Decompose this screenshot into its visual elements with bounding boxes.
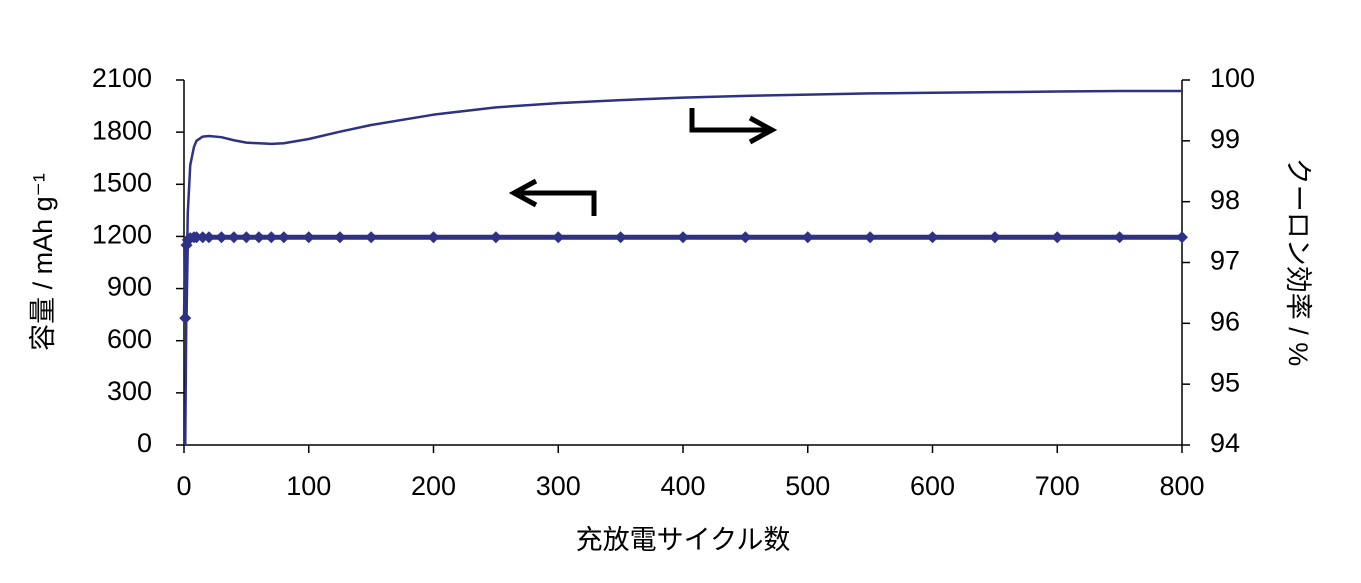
arrow-right	[689, 108, 778, 145]
y-tick-label: 900	[107, 272, 152, 302]
data-point	[801, 231, 814, 244]
data-point	[739, 231, 752, 244]
data-point	[302, 231, 315, 244]
y-tick-label: 2100	[92, 63, 152, 93]
series-line	[182, 234, 1182, 319]
data-point	[614, 231, 627, 244]
y-axis-label: 容量 / mAh g⁻¹	[28, 173, 58, 351]
data-point	[240, 231, 253, 244]
y2-tick-label: 99	[1210, 124, 1240, 154]
series-line	[183, 89, 1182, 446]
data-point	[202, 231, 215, 244]
x-axis-label: 充放電サイクル数	[576, 525, 791, 555]
data-point	[265, 231, 278, 244]
y2-tick-label: 100	[1210, 63, 1255, 93]
x-tick-label: 100	[286, 471, 331, 501]
data-point	[926, 231, 939, 244]
data-point	[677, 231, 689, 244]
data-point	[864, 231, 877, 244]
x-tick-label: 600	[910, 471, 955, 501]
x-tick-label: 0	[176, 471, 191, 501]
y2-tick-label: 96	[1210, 306, 1240, 336]
y2-axis-label: クーロン効率 / %	[1283, 158, 1313, 367]
data-point	[190, 231, 203, 244]
data-point	[552, 231, 565, 244]
y2-tick-label: 97	[1210, 246, 1240, 276]
y2-tick-label: 95	[1210, 367, 1240, 397]
data-point	[988, 231, 1001, 244]
y-tick-label: 0	[137, 428, 152, 458]
data-point	[427, 231, 440, 244]
data-point	[227, 231, 240, 244]
data-point	[333, 231, 346, 244]
arrow-left	[508, 178, 597, 216]
data-point	[1113, 231, 1126, 244]
data-point	[1051, 231, 1064, 244]
y-tick-label: 1200	[92, 220, 152, 250]
data-point	[196, 231, 209, 244]
y2-tick-label: 98	[1210, 185, 1240, 215]
data-point	[489, 231, 502, 244]
y-tick-label: 1500	[92, 167, 152, 197]
x-tick-label: 800	[1159, 471, 1204, 501]
x-tick-label: 400	[660, 471, 705, 501]
y-tick-label: 600	[107, 324, 152, 354]
data-point	[215, 231, 228, 244]
x-tick-label: 200	[411, 471, 456, 501]
data-point	[365, 231, 378, 244]
x-tick-label: 300	[536, 471, 581, 501]
y-tick-label: 300	[107, 376, 152, 406]
data-point	[252, 231, 265, 244]
y-tick-label: 1800	[92, 115, 152, 145]
data-point	[277, 231, 290, 244]
x-tick-label: 500	[785, 471, 830, 501]
data-point	[1176, 231, 1188, 244]
x-tick-label: 700	[1035, 471, 1080, 501]
y2-tick-label: 94	[1210, 428, 1240, 458]
